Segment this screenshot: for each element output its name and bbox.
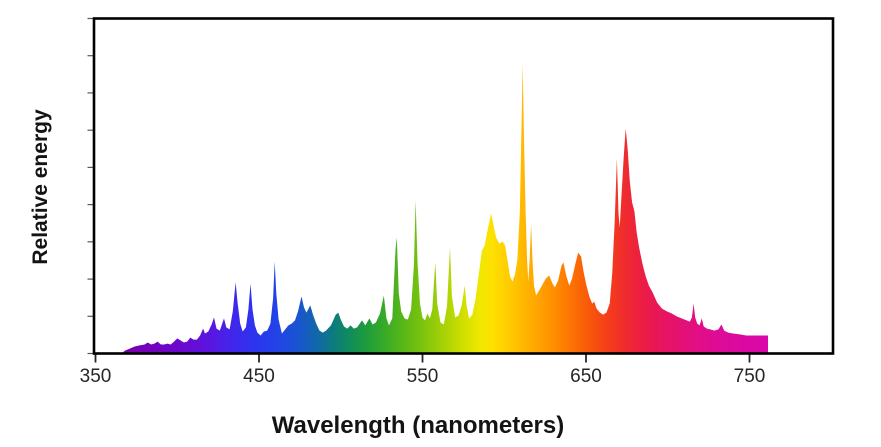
x-tick-label: 650 [570,366,602,387]
x-tick-label: 350 [80,366,112,387]
spectrum-area [121,63,768,354]
x-axis-title: Wavelength (nanometers) [272,412,565,439]
y-axis-title: Relative energy [29,109,52,265]
x-tick-label: 450 [243,366,275,387]
plot-frame [92,17,835,355]
x-tick-label: 750 [734,366,766,387]
x-tick-label: 550 [407,366,439,387]
x-axis-tick-labels: 350 450 550 650 750 [80,366,766,387]
x-axis-ticks [94,354,751,363]
